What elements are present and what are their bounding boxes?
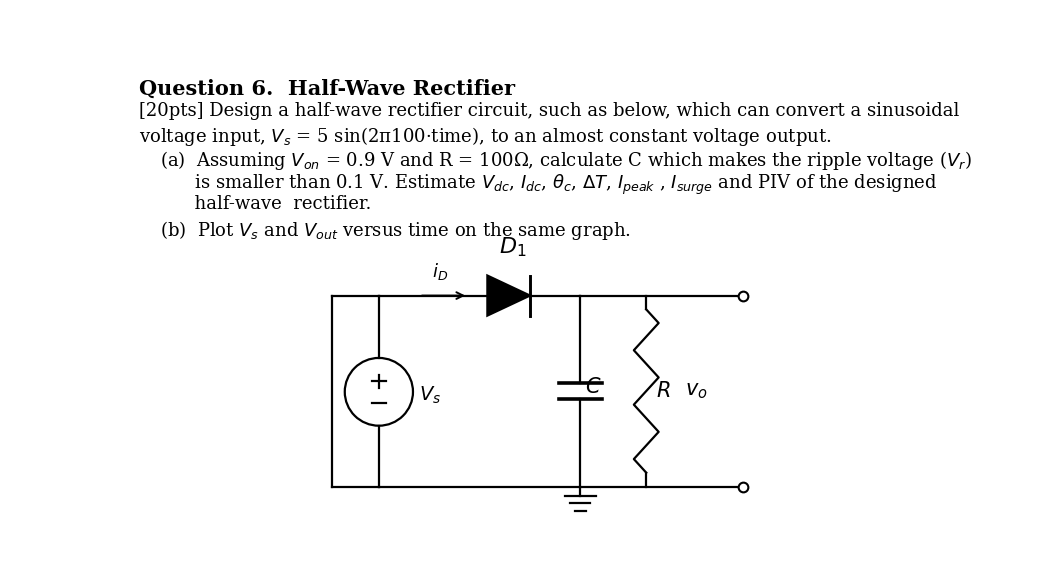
- Text: $D_1$: $D_1$: [498, 235, 527, 259]
- Text: $R$: $R$: [655, 381, 670, 401]
- Text: (a)  Assuming $V_{on}$ = 0.9 V and R = 100Ω, calculate C which makes the ripple : (a) Assuming $V_{on}$ = 0.9 V and R = 10…: [160, 149, 972, 172]
- Text: half-wave  rectifier.: half-wave rectifier.: [160, 195, 372, 213]
- Text: [20pts] Design a half-wave rectifier circuit, such as below, which can convert a: [20pts] Design a half-wave rectifier cir…: [138, 101, 959, 120]
- Text: (b)  Plot $V_s$ and $V_{out}$ versus time on the same graph.: (b) Plot $V_s$ and $V_{out}$ versus time…: [160, 219, 631, 241]
- Text: $v_o$: $v_o$: [685, 381, 708, 401]
- Text: $V_s$: $V_s$: [419, 385, 442, 406]
- Polygon shape: [487, 276, 530, 315]
- Text: $C$: $C$: [585, 377, 602, 397]
- Text: Question 6.  Half-Wave Rectifier: Question 6. Half-Wave Rectifier: [138, 79, 515, 99]
- Text: $i_D$: $i_D$: [431, 262, 448, 283]
- Text: is smaller than 0.1 V. Estimate $V_{dc}$, $I_{dc}$, $\theta_c$, $\Delta T$, $I_{: is smaller than 0.1 V. Estimate $V_{dc}$…: [160, 173, 938, 196]
- Text: voltage input, $V_s$ = 5 sin(2π100·time), to an almost constant voltage output.: voltage input, $V_s$ = 5 sin(2π100·time)…: [138, 125, 831, 147]
